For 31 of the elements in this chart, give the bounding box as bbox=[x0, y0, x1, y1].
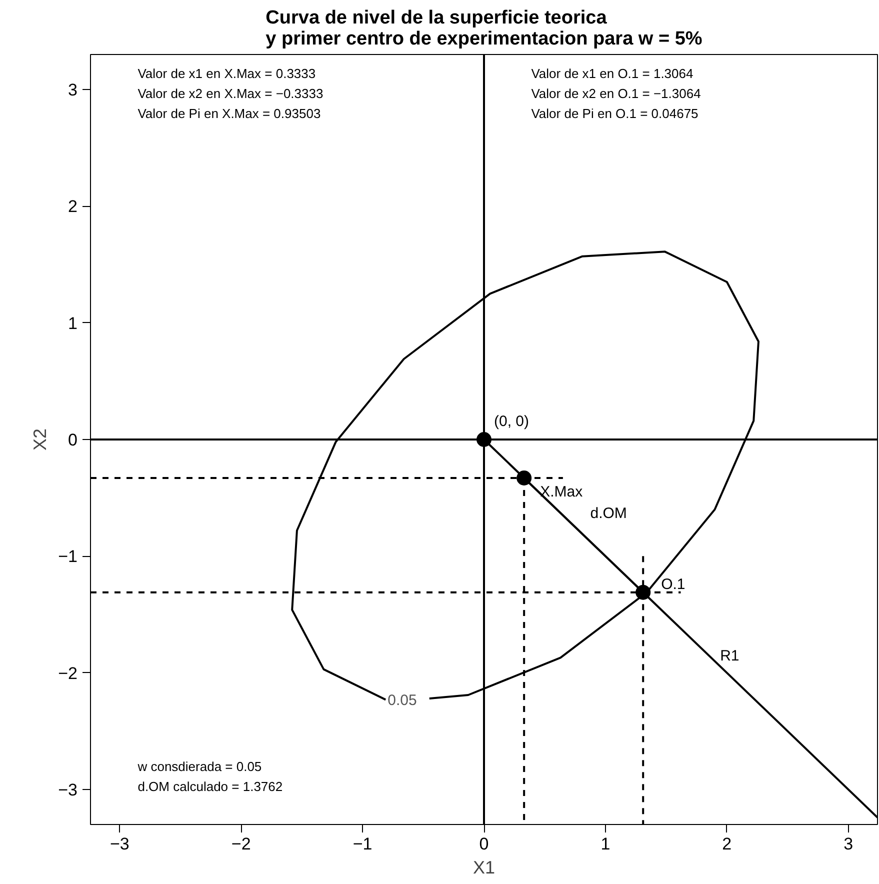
x-tick-label: 3 bbox=[844, 834, 854, 854]
annotation: Valor de x1 en X.Max = 0.3333 bbox=[138, 66, 316, 82]
chart-title: Curva de nivel de la superficie teorica y primer centro de experimentacion para w = 5% bbox=[266, 8, 702, 50]
annotation: Valor de x2 en O.1 = −1.3064 bbox=[531, 86, 701, 102]
x-tick-label: −1 bbox=[352, 834, 372, 854]
annotation: Valor de x2 en X.Max = −0.3333 bbox=[138, 86, 324, 102]
x-tick-label: 1 bbox=[600, 834, 610, 854]
annotation: d.OM bbox=[590, 504, 627, 522]
annotation: X.Max bbox=[540, 484, 584, 500]
annotation: Valor de Pi en O.1 = 0.04675 bbox=[531, 106, 698, 122]
annotation: d.OM calculado = 1.3762 bbox=[138, 779, 283, 794]
annotation: Valor de x1 en O.1 = 1.3064 bbox=[531, 66, 694, 82]
x-axis-title: X1 bbox=[472, 858, 496, 878]
annotation: 0.05 bbox=[388, 692, 417, 710]
y-tick-label: 2 bbox=[68, 197, 78, 216]
annotation: O.1 bbox=[661, 576, 686, 593]
annotation: (0, 0) bbox=[494, 413, 530, 430]
y-tick-label: 0 bbox=[68, 430, 78, 450]
x-tick-label: −2 bbox=[231, 834, 251, 854]
annotation: w consdierada = 0.05 bbox=[136, 759, 262, 774]
y-tick-label: −3 bbox=[58, 780, 78, 800]
y-axis-title: X2 bbox=[30, 428, 50, 451]
x-tick-label: 2 bbox=[722, 834, 732, 854]
y-tick-label: 3 bbox=[68, 80, 78, 100]
annotation: Valor de Pi en X.Max = 0.93503 bbox=[138, 106, 321, 122]
x-tick-label: 0 bbox=[479, 834, 489, 854]
y-tick-label: −1 bbox=[58, 547, 78, 566]
annotation: R1 bbox=[720, 647, 740, 664]
x-tick-label: −3 bbox=[110, 834, 130, 854]
y-tick-label: −2 bbox=[58, 664, 78, 683]
y-tick-label: 1 bbox=[68, 314, 78, 333]
